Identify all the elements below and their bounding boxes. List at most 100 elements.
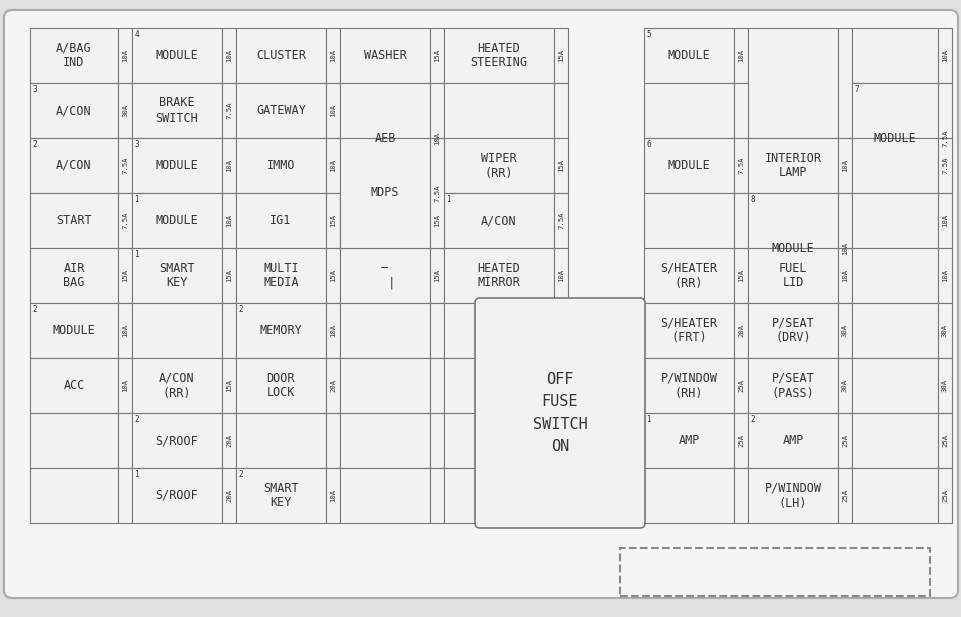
Bar <box>733 138 748 193</box>
Bar <box>235 468 326 523</box>
Bar <box>430 468 444 523</box>
Text: ACC: ACC <box>63 379 85 392</box>
Text: 2: 2 <box>238 305 243 314</box>
Bar <box>937 248 951 303</box>
Bar <box>733 248 748 303</box>
Text: MODULE: MODULE <box>873 131 916 144</box>
Bar <box>748 413 837 468</box>
Text: A/CON: A/CON <box>480 214 516 227</box>
Bar <box>554 138 567 193</box>
Bar <box>326 193 339 248</box>
Text: 15A: 15A <box>557 159 563 172</box>
Bar <box>733 303 748 358</box>
Text: 25A: 25A <box>941 489 947 502</box>
Text: MODULE: MODULE <box>156 214 198 227</box>
Text: 3: 3 <box>33 85 37 94</box>
Bar <box>30 358 118 413</box>
Text: 15A: 15A <box>737 269 743 282</box>
Bar <box>851 193 937 248</box>
Bar <box>444 193 554 248</box>
Bar <box>118 468 132 523</box>
Text: 10A: 10A <box>330 489 335 502</box>
Bar <box>30 468 118 523</box>
Bar <box>339 83 430 193</box>
Text: 7.5A: 7.5A <box>122 157 128 174</box>
Bar <box>733 358 748 413</box>
FancyBboxPatch shape <box>475 298 644 528</box>
Text: 7.5A: 7.5A <box>557 212 563 230</box>
Text: 10A: 10A <box>841 269 847 282</box>
Bar <box>118 303 132 358</box>
Text: MULTI
MEDIA: MULTI MEDIA <box>263 262 299 289</box>
Bar <box>430 193 444 248</box>
Text: 1: 1 <box>135 195 139 204</box>
Text: SMART
KEY: SMART KEY <box>159 262 195 289</box>
Text: MODULE: MODULE <box>667 49 709 62</box>
Bar <box>554 83 567 193</box>
Bar <box>444 28 554 83</box>
Text: 2: 2 <box>238 470 243 479</box>
Text: AMP: AMP <box>781 434 802 447</box>
Bar <box>643 193 733 303</box>
Text: CLUSTER: CLUSTER <box>256 49 306 62</box>
Bar <box>937 193 951 248</box>
Bar <box>339 303 430 358</box>
Text: A/CON: A/CON <box>56 104 91 117</box>
Text: 2: 2 <box>33 305 37 314</box>
Bar <box>326 28 339 83</box>
Text: 30A: 30A <box>122 104 128 117</box>
Bar <box>430 358 444 413</box>
Text: 15A: 15A <box>433 214 439 227</box>
Text: 25A: 25A <box>841 489 847 502</box>
Text: 10A: 10A <box>941 269 947 282</box>
Text: 7.5A: 7.5A <box>122 212 128 230</box>
Bar <box>339 193 430 248</box>
Text: 20A: 20A <box>737 324 743 337</box>
Bar <box>339 358 430 413</box>
Bar <box>937 413 951 468</box>
Bar <box>132 193 222 248</box>
Text: MODULE: MODULE <box>53 324 95 337</box>
Bar <box>444 248 554 303</box>
Bar <box>339 28 430 83</box>
Bar <box>643 28 733 83</box>
Text: 7.5A: 7.5A <box>941 157 947 174</box>
Bar <box>30 248 118 303</box>
Bar <box>748 248 837 303</box>
Bar <box>554 193 567 248</box>
Text: 10A: 10A <box>841 159 847 172</box>
Bar <box>733 83 748 138</box>
Text: 10A: 10A <box>122 49 128 62</box>
Bar <box>837 28 851 138</box>
Text: 15A: 15A <box>226 379 232 392</box>
Text: 15A: 15A <box>122 269 128 282</box>
Bar <box>132 468 222 523</box>
Bar <box>339 138 430 248</box>
Text: 1: 1 <box>646 415 651 424</box>
Bar <box>748 303 837 358</box>
Bar <box>837 303 851 358</box>
Text: START: START <box>56 214 91 227</box>
Text: 10A: 10A <box>330 159 335 172</box>
Bar <box>132 248 222 303</box>
Bar <box>132 28 222 83</box>
Bar <box>118 248 132 303</box>
Bar <box>430 248 444 303</box>
Bar <box>554 413 567 468</box>
Bar <box>132 358 222 413</box>
Bar <box>430 413 444 468</box>
Text: A/CON
(RR): A/CON (RR) <box>159 371 195 399</box>
Bar <box>733 28 748 83</box>
Text: 1: 1 <box>135 470 139 479</box>
Text: 10A: 10A <box>122 324 128 337</box>
Bar <box>554 358 567 413</box>
Text: MODULE: MODULE <box>156 159 198 172</box>
Bar <box>444 468 554 523</box>
Bar <box>643 248 733 303</box>
Text: 2: 2 <box>135 415 139 424</box>
Bar <box>837 138 851 193</box>
Text: 10A: 10A <box>122 379 128 392</box>
Bar <box>444 138 554 193</box>
Text: 7.5A: 7.5A <box>226 102 232 119</box>
Bar <box>937 28 951 83</box>
